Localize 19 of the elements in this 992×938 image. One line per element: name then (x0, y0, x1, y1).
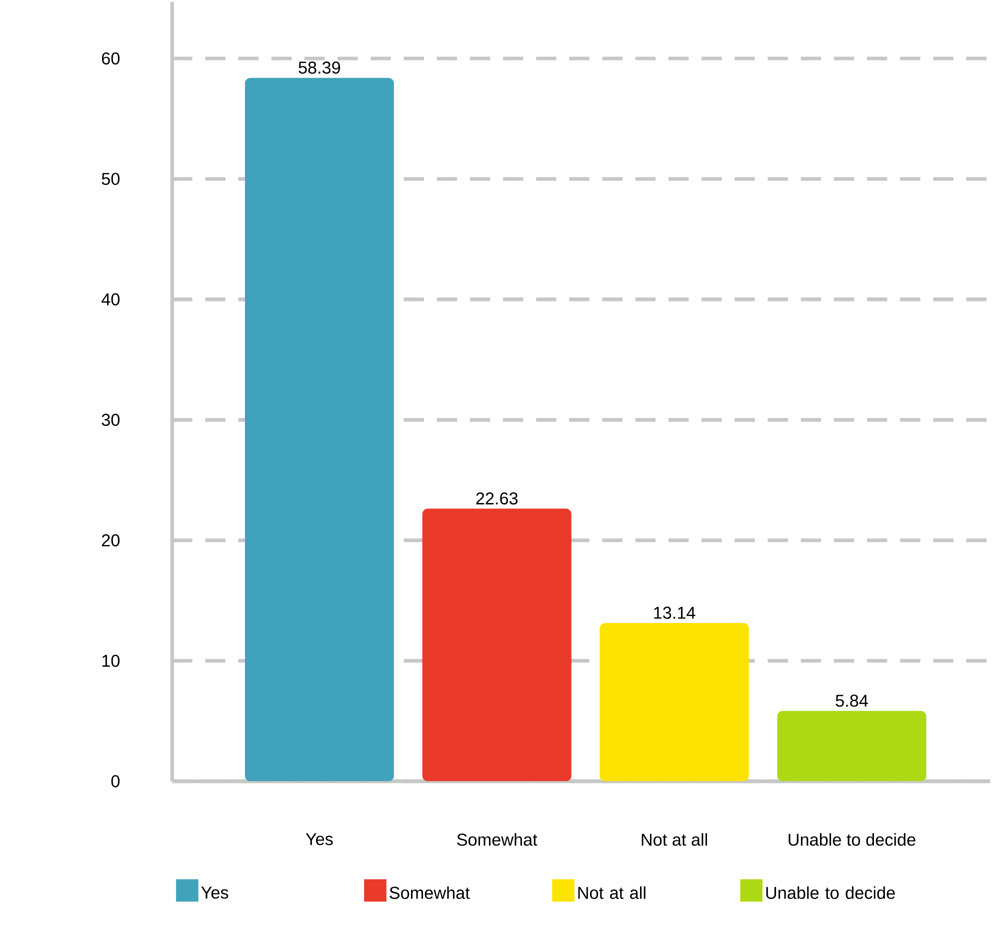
legend-label: Not at all (578, 886, 646, 900)
data-label: 13.14 (654, 606, 696, 619)
y-tick-label: 40 (102, 293, 120, 306)
y-tick-label: 10 (102, 654, 120, 667)
legend-label: Unable to decide (766, 886, 895, 900)
x-tick-label: Not at all (642, 833, 708, 846)
x-tick-label: Somewhat (457, 833, 538, 846)
x-tick-label: Unable to decide (788, 833, 916, 846)
y-tick-label: 60 (102, 52, 120, 65)
y-tick-label: 50 (102, 172, 120, 186)
y-tick-label: 30 (102, 414, 120, 426)
legend-label: Somewhat (390, 886, 470, 900)
data-label: 22.63 (476, 492, 518, 505)
y-tick-label: 0 (111, 775, 120, 788)
data-label: 5.84 (836, 694, 868, 707)
data-label: 58.39 (298, 62, 340, 74)
legend-label: Yes (201, 886, 228, 899)
y-tick-label: 20 (102, 534, 120, 546)
x-tick-label: Yes (306, 833, 333, 846)
